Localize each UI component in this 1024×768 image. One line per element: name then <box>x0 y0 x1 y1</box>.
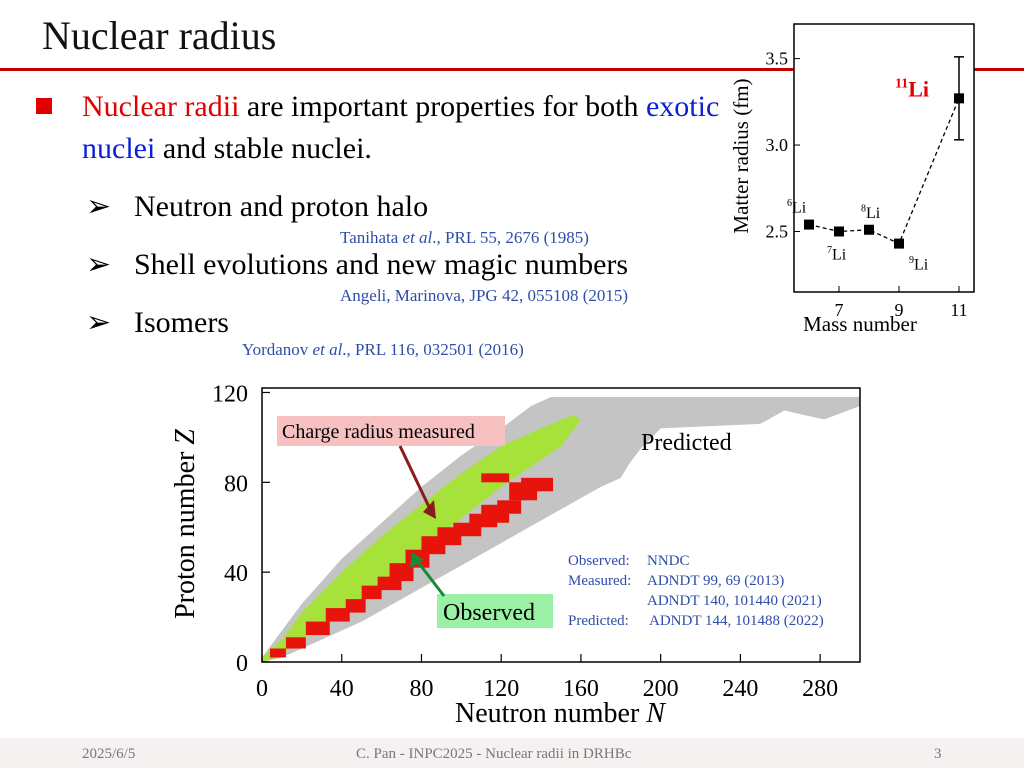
source-key: Observed: <box>568 553 630 569</box>
data-point <box>834 226 844 237</box>
measured-label-box <box>277 416 505 446</box>
y-tick-label: 0 <box>236 651 248 677</box>
ref-text: ., PRL 55, 2676 (1985) <box>432 228 589 247</box>
measured-cells <box>325 608 350 622</box>
plot-frame <box>793 23 975 293</box>
footer-page-number: 3 <box>934 746 942 762</box>
y-tick-label: 40 <box>224 561 248 587</box>
measured-arrow-line <box>398 445 432 510</box>
x-axis-label: Mass number <box>803 312 917 336</box>
y-tick-label: 2.5 <box>766 221 789 241</box>
y-axis-label-var: Z <box>170 429 201 445</box>
label-observed: Observed <box>443 600 535 626</box>
measured-cells <box>269 648 286 658</box>
arrow-bullet-icon: ➢ <box>86 306 112 339</box>
bullet-text-part: are important properties for both <box>239 90 646 123</box>
measured-cells <box>361 585 382 600</box>
reference-angeli: Angeli, Marinova, JPG 42, 055108 (2015) <box>340 286 628 306</box>
data-point <box>954 93 964 104</box>
source-value: ADNDT 99, 69 (2013) <box>647 573 784 589</box>
sub-item-label: Isomers <box>134 306 229 339</box>
x-axis-label-text: Neutron number <box>455 698 646 729</box>
source-key: Measured: <box>568 573 631 589</box>
li-matter-radius-chart: 7 9 11 2.5 3.0 3.5 6Li 7Li 8Li 9Li 11Li Mass numbe… <box>729 23 975 336</box>
source-value: ADNDT 140, 101440 (2021) <box>647 593 822 609</box>
ref-text: Yordanov <box>242 340 313 359</box>
title-divider <box>0 68 1024 71</box>
sub-item-label: Shell evolutions and new magic numbers <box>134 248 629 281</box>
arrow-bullet-icon: ➢ <box>86 190 112 223</box>
x-tick-label: 240 <box>722 676 758 702</box>
label-predicted: Predicted <box>641 430 732 456</box>
x-tick-label: 120 <box>483 676 519 702</box>
x-tick-label: 9 <box>895 300 904 320</box>
x-axis-label-var: N <box>645 698 666 729</box>
reference-yordanov: Yordanov et al., PRL 116, 032501 (2016) <box>242 340 524 360</box>
sub-item-isomers: ➢ Isomers <box>86 306 229 340</box>
arrow-bullet-icon: ➢ <box>86 248 112 281</box>
x-tick-label: 160 <box>563 676 599 702</box>
y-tick-label: 3.0 <box>766 135 789 155</box>
point-label: 11Li <box>895 76 929 101</box>
footer-date: 2025/6/5 <box>82 746 136 762</box>
point-label: 9Li <box>909 255 929 273</box>
point-label: 7Li <box>827 245 847 263</box>
y-axis-label: Matter radius (fm) <box>729 78 753 233</box>
measured-cells <box>521 477 554 492</box>
footer-band <box>0 738 1024 768</box>
x-tick-label: 280 <box>802 676 838 702</box>
y-axis-label: Proton number Z <box>170 429 201 619</box>
sub-item-shell: ➢ Shell evolutions and new magic numbers <box>86 248 628 282</box>
x-tick-label: 80 <box>409 676 433 702</box>
observed-label-box <box>437 594 553 628</box>
highlight-nuclear-radii: Nuclear radii <box>82 90 240 123</box>
measured-arrowhead-icon <box>423 500 436 519</box>
ref-italic: et al <box>402 228 433 247</box>
observed-arrowhead-icon <box>410 552 424 568</box>
ref-italic: et al <box>312 340 343 359</box>
data-point <box>864 224 874 235</box>
measured-cells <box>285 637 306 649</box>
data-point <box>804 219 814 230</box>
point-label: 8Li <box>861 203 881 221</box>
bullet-square-icon <box>36 98 52 114</box>
measured-cells <box>345 599 366 613</box>
label-charge-radius-measured: Charge radius measured <box>282 421 475 443</box>
bullet-text-part: and stable nuclei. <box>155 132 372 165</box>
y-tick-label: 120 <box>212 384 248 407</box>
x-tick-label: 40 <box>330 676 354 702</box>
point-label: 6Li <box>787 198 807 216</box>
ref-text: Angeli, Marinova, JPG 42, 055108 (2015) <box>340 286 629 305</box>
ref-text: ., PRL 116, 032501 (2016) <box>342 340 524 359</box>
measured-cells <box>481 473 510 483</box>
x-axis-label: Neutron number N <box>455 698 666 729</box>
source-value: ADNDT 144, 101488 (2022) <box>649 613 824 629</box>
data-point <box>894 238 904 249</box>
x-tick-label: 0 <box>256 676 268 702</box>
nuclear-chart: 0 40 80 120 160 200 240 280 0 40 80 120 Charge radi… <box>170 384 861 729</box>
observed-arrow-line <box>416 561 446 597</box>
y-axis-label-text: Proton number <box>170 445 201 619</box>
highlight-exotic-nuclei: exotic nuclei <box>82 90 720 165</box>
sub-item-halo: ➢ Neutron and proton halo <box>86 190 428 224</box>
predicted-region <box>262 396 860 662</box>
ref-text: Tanihata <box>340 228 403 247</box>
page-title: Nuclear radius <box>42 13 277 58</box>
reference-tanihata: Tanihata et al., PRL 55, 2676 (1985) <box>340 228 589 248</box>
source-value: NNDC <box>647 553 690 569</box>
main-bullet-text: Nuclear radii are important properties f… <box>82 86 722 170</box>
x-tick-label: 11 <box>950 300 967 320</box>
x-tick-label: 7 <box>835 300 844 320</box>
plot-frame <box>261 387 861 663</box>
x-tick-label: 200 <box>643 676 679 702</box>
y-tick-label: 80 <box>224 471 248 497</box>
measured-cells <box>305 621 330 636</box>
measured-cells <box>497 500 522 514</box>
source-key: Predicted: <box>568 613 629 629</box>
footer-center: C. Pan - INPC2025 - Nuclear radii in DRH… <box>356 746 632 762</box>
sub-item-label: Neutron and proton halo <box>134 190 429 223</box>
y-tick-label: 3.5 <box>766 49 789 69</box>
